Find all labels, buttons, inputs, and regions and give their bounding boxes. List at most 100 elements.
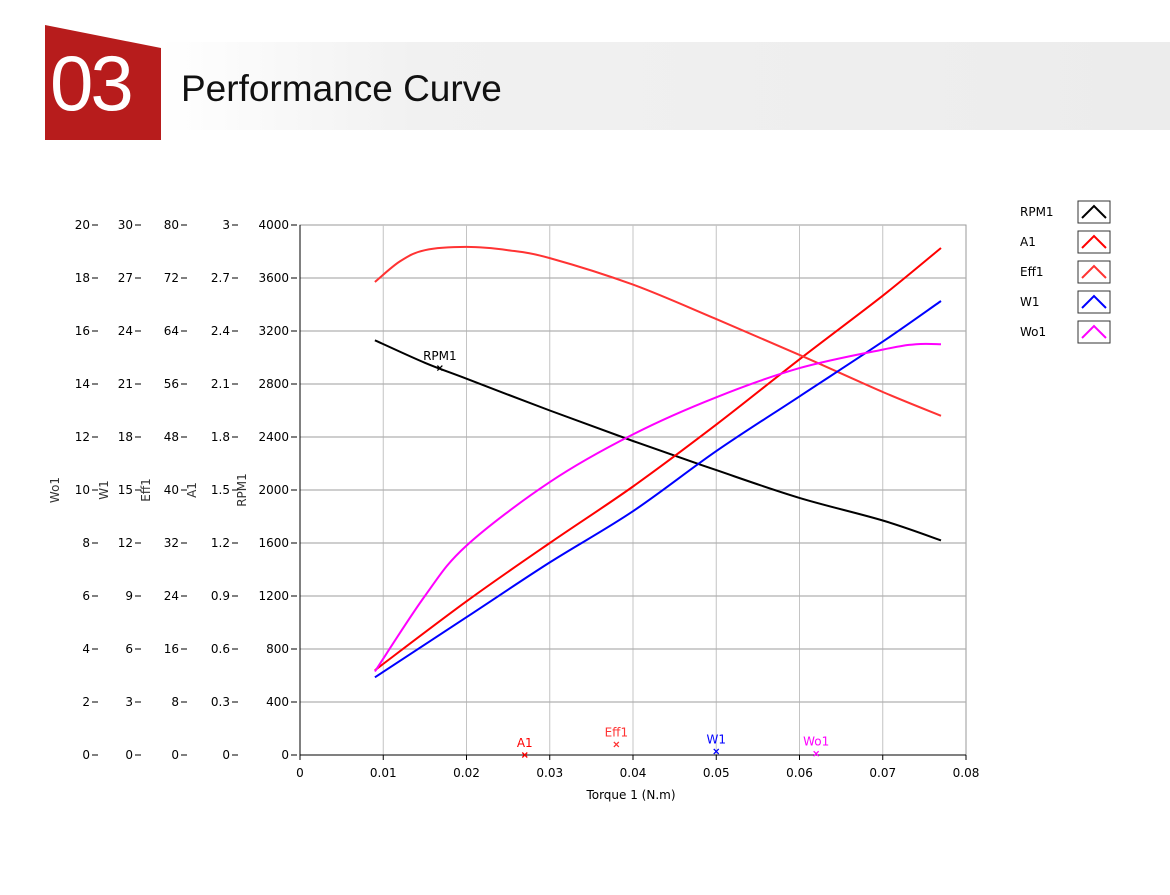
y-tick-label-eff1: 72: [164, 271, 179, 285]
y-tick-label-wo1: 12: [75, 430, 90, 444]
y-tick-label-rpm1: 2800: [258, 377, 289, 391]
y-tick-label-rpm1: 800: [266, 642, 289, 656]
x-tick-label: 0.01: [370, 766, 397, 780]
y-tick-label-w1: 18: [118, 430, 133, 444]
x-tick-label: 0.03: [536, 766, 563, 780]
y-tick-label-w1: 27: [118, 271, 133, 285]
y-tick-label-a1: 0.3: [211, 695, 230, 709]
y-tick-label-w1: 30: [118, 218, 133, 232]
y-tick-label-w1: 3: [125, 695, 133, 709]
legend-label-eff1: Eff1: [1020, 265, 1043, 279]
x-axis-title: Torque 1 (N.m): [585, 788, 675, 802]
y-tick-label-wo1: 10: [75, 483, 90, 497]
y-tick-label-rpm1: 0: [281, 748, 289, 762]
y-tick-label-rpm1: 3200: [258, 324, 289, 338]
y-tick-label-eff1: 0: [171, 748, 179, 762]
legend-icon-rpm1: [1081, 204, 1107, 219]
section-number: 03: [50, 39, 134, 127]
x-tick-label: 0.07: [869, 766, 896, 780]
legend-swatch-wo1: [1077, 320, 1111, 344]
y-tick-label-a1: 0.6: [211, 642, 230, 656]
series-marker-label-a1: A1: [517, 736, 533, 750]
legend-swatch-rpm1: [1077, 200, 1111, 224]
series-marker-rpm1: [436, 365, 443, 372]
series-marker-a1: [521, 752, 528, 758]
y-axis-title-w1: W1: [97, 480, 111, 500]
y-tick-label-eff1: 80: [164, 218, 179, 232]
y-tick-label-wo1: 0: [82, 748, 90, 762]
legend-label-wo1: Wo1: [1020, 325, 1046, 339]
series-marker-eff1: [613, 741, 620, 748]
x-tick-label: 0.05: [703, 766, 730, 780]
y-tick-label-wo1: 14: [75, 377, 90, 391]
y-tick-label-w1: 12: [118, 536, 133, 550]
x-tick-label: 0.08: [953, 766, 980, 780]
y-tick-label-rpm1: 1200: [258, 589, 289, 603]
y-tick-label-w1: 6: [125, 642, 133, 656]
series-line-eff1: [374, 245, 942, 417]
y-tick-label-rpm1: 2000: [258, 483, 289, 497]
y-tick-label-eff1: 32: [164, 536, 179, 550]
y-tick-label-eff1: 8: [171, 695, 179, 709]
legend-swatch-eff1: [1077, 260, 1111, 284]
x-tick-label: 0.06: [786, 766, 813, 780]
y-tick-label-w1: 0: [125, 748, 133, 762]
legend-label-rpm1: RPM1: [1020, 205, 1054, 219]
y-tick-label-a1: 1.8: [211, 430, 230, 444]
y-tick-label-wo1: 20: [75, 218, 90, 232]
y-axis-title-rpm1: RPM1: [235, 473, 249, 507]
y-axis-title-eff1: Eff1: [139, 478, 153, 501]
y-tick-label-wo1: 18: [75, 271, 90, 285]
y-tick-label-rpm1: 4000: [258, 218, 289, 232]
x-tick-label: 0.04: [620, 766, 647, 780]
y-tick-label-wo1: 8: [82, 536, 90, 550]
y-tick-label-eff1: 64: [164, 324, 179, 338]
series-marker-label-rpm1: RPM1: [423, 349, 457, 363]
y-axis-title-wo1: Wo1: [48, 477, 62, 503]
y-tick-label-rpm1: 1600: [258, 536, 289, 550]
y-tick-label-a1: 0: [222, 748, 230, 762]
y-tick-label-wo1: 4: [82, 642, 90, 656]
legend-icon-wo1: [1081, 324, 1107, 339]
y-tick-label-rpm1: 2400: [258, 430, 289, 444]
y-tick-label-eff1: 16: [164, 642, 179, 656]
series-marker-label-eff1: Eff1: [605, 725, 628, 739]
series-line-a1: [374, 247, 942, 671]
series-marker-label-w1: W1: [707, 732, 727, 746]
page-title: Performance Curve: [181, 68, 502, 109]
y-tick-label-a1: 2.1: [211, 377, 230, 391]
series-marker-label-wo1: Wo1: [803, 735, 829, 749]
y-tick-label-a1: 3: [222, 218, 230, 232]
legend-swatch-w1: [1077, 290, 1111, 314]
legend-label-w1: W1: [1020, 295, 1040, 309]
series-marker-wo1: [813, 750, 820, 757]
y-axis-title-a1: A1: [185, 482, 199, 498]
y-tick-label-eff1: 48: [164, 430, 179, 444]
y-tick-label-wo1: 16: [75, 324, 90, 338]
y-tick-label-rpm1: 3600: [258, 271, 289, 285]
y-tick-label-eff1: 40: [164, 483, 179, 497]
section-badge: [45, 25, 161, 140]
y-tick-label-a1: 2.7: [211, 271, 230, 285]
header-band: [160, 42, 1170, 130]
y-tick-label-eff1: 56: [164, 377, 179, 391]
y-tick-label-eff1: 24: [164, 589, 179, 603]
legend-icon-eff1: [1081, 264, 1107, 279]
y-tick-label-w1: 9: [125, 589, 133, 603]
series-line-rpm1: [374, 339, 942, 542]
y-tick-label-w1: 21: [118, 377, 133, 391]
y-tick-label-a1: 1.2: [211, 536, 230, 550]
y-tick-label-w1: 24: [118, 324, 133, 338]
legend-icon-w1: [1081, 294, 1107, 309]
y-tick-label-a1: 0.9: [211, 589, 230, 603]
y-tick-label-rpm1: 400: [266, 695, 289, 709]
y-tick-label-wo1: 6: [82, 589, 90, 603]
x-tick-label: 0: [296, 766, 304, 780]
legend-label-a1: A1: [1020, 235, 1036, 249]
y-tick-label-w1: 15: [118, 483, 133, 497]
legend-swatch-a1: [1077, 230, 1111, 254]
series-marker-w1: [713, 748, 720, 755]
y-tick-label-a1: 2.4: [211, 324, 230, 338]
y-tick-label-a1: 1.5: [211, 483, 230, 497]
